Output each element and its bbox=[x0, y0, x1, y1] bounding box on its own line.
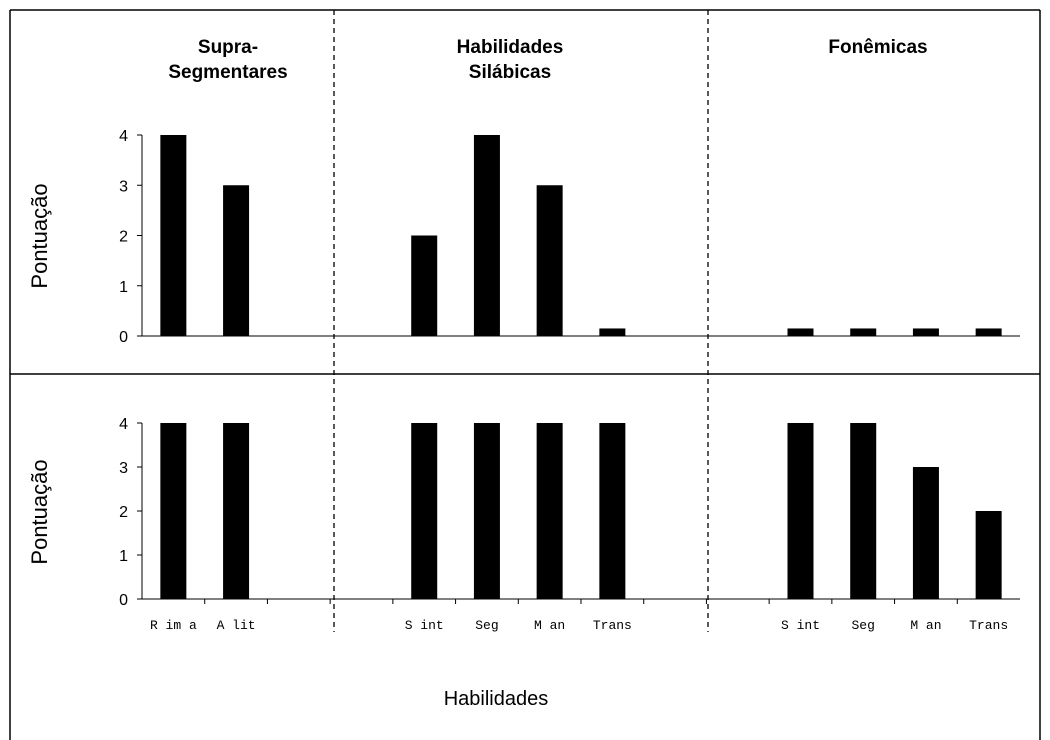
bar-seg bbox=[850, 423, 877, 599]
bar-sint bbox=[411, 423, 438, 599]
section-title-3: Fonêmicas bbox=[828, 37, 927, 58]
y-tick-label: 4 bbox=[119, 128, 128, 145]
bar-rima bbox=[160, 135, 187, 336]
bar-trans bbox=[975, 511, 1002, 599]
top-panel: Pontuação 0 1 2 3 4 bbox=[27, 128, 1020, 346]
bar-trans bbox=[599, 423, 626, 599]
bar-man bbox=[536, 423, 563, 599]
y-tick-label: 3 bbox=[119, 178, 128, 195]
y-tick-label: 3 bbox=[119, 460, 128, 477]
y-axis-label: Pontuação bbox=[27, 183, 52, 288]
x-tick-label: A lit bbox=[217, 618, 256, 633]
bar-man bbox=[912, 467, 939, 599]
y-tick-label: 1 bbox=[119, 279, 128, 296]
bar-trans bbox=[599, 328, 626, 336]
bar-alit bbox=[223, 185, 250, 336]
bar-rima bbox=[160, 423, 187, 599]
bar-seg bbox=[850, 328, 877, 336]
section-title-1: Supra- Segmentares bbox=[168, 37, 287, 83]
section-title-2-line-1: Habilidades bbox=[457, 37, 564, 58]
bar-trans bbox=[975, 328, 1002, 336]
y-tick-label: 0 bbox=[119, 592, 128, 609]
x-tick-label: M an bbox=[534, 618, 565, 633]
chart-frame bbox=[9, 9, 1041, 740]
bar-seg bbox=[473, 423, 500, 599]
bar-sint bbox=[787, 423, 814, 599]
bar-seg bbox=[473, 135, 500, 336]
x-tick-label: R im a bbox=[150, 618, 197, 633]
bar-man bbox=[912, 328, 939, 336]
section-title-3-line-1: Fonêmicas bbox=[828, 37, 927, 58]
bottom-panel: Pontuação 0 1 2 3 4 R im a A lit S int Seg M an Tra… bbox=[27, 416, 1020, 633]
y-tick-label: 2 bbox=[119, 504, 128, 521]
y-tick-label: 4 bbox=[119, 416, 128, 433]
y-axis-label: Pontuação bbox=[27, 459, 52, 564]
x-tick-label: Trans bbox=[593, 618, 632, 633]
section-title-2: Habilidades Silábicas bbox=[457, 37, 564, 83]
section-title-2-line-2: Silábicas bbox=[469, 62, 551, 83]
x-tick-label: Seg bbox=[852, 618, 875, 633]
section-titles: Supra- Segmentares Habilidades Silábicas Fon… bbox=[168, 37, 927, 83]
bar-sint bbox=[411, 235, 438, 336]
x-axis-label: Habilidades bbox=[444, 688, 549, 710]
y-tick-label: 2 bbox=[119, 229, 128, 246]
bar-sint bbox=[787, 328, 814, 336]
x-tick-label: M an bbox=[910, 618, 941, 633]
y-tick-label: 1 bbox=[119, 548, 128, 565]
bar-alit bbox=[223, 423, 250, 599]
x-tick-label: S int bbox=[405, 618, 444, 633]
section-title-1-line-1: Supra- bbox=[198, 37, 258, 58]
bar-man bbox=[536, 185, 563, 336]
x-tick-label: Trans bbox=[969, 618, 1008, 633]
y-tick-label: 0 bbox=[119, 329, 128, 346]
section-title-1-line-2: Segmentares bbox=[168, 62, 287, 83]
x-tick-label: Seg bbox=[475, 618, 498, 633]
x-tick-label: S int bbox=[781, 618, 820, 633]
